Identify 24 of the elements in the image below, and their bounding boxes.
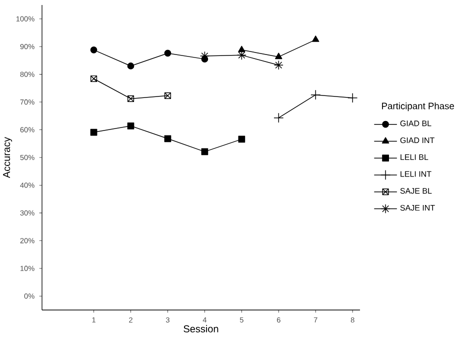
point — [274, 60, 284, 70]
point — [90, 128, 98, 136]
legend-label: GIAD INT — [400, 137, 434, 144]
point — [201, 148, 208, 156]
point — [164, 50, 172, 57]
point — [90, 46, 98, 54]
legend-label: SAJE INT — [400, 204, 435, 211]
legend-title: Participant Phase — [382, 102, 454, 112]
y-axis-title: Accuracy — [3, 136, 12, 178]
x-axis-title: Session — [184, 325, 218, 332]
legend-label: LELI BL — [400, 154, 428, 160]
legend-label: GIAD BL — [400, 120, 432, 126]
legend-label: LELI INT — [400, 171, 432, 177]
point — [127, 95, 134, 102]
point — [90, 75, 98, 82]
point — [238, 46, 246, 52]
point — [238, 136, 246, 143]
point — [127, 122, 134, 130]
point — [127, 62, 134, 70]
point — [164, 92, 172, 99]
point — [312, 36, 320, 42]
point — [164, 135, 172, 142]
point — [275, 52, 282, 60]
legend-label: SAJE BL — [400, 188, 432, 194]
